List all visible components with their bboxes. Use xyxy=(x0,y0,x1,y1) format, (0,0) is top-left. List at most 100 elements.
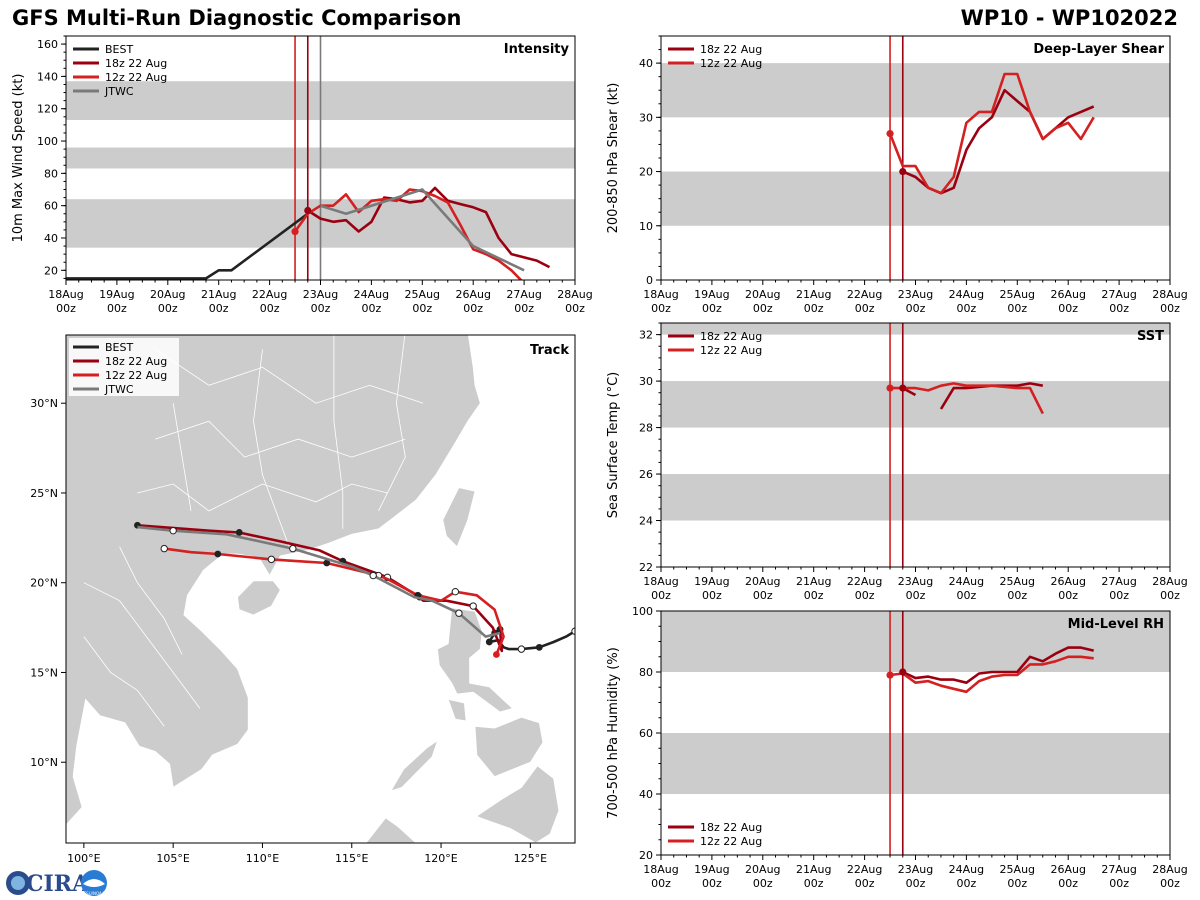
province-border xyxy=(155,420,406,458)
track-title: Track xyxy=(530,343,569,358)
rh-init-marker-run18 xyxy=(899,668,907,676)
intensity-legend-label-run18: 18z 22 Aug xyxy=(105,57,167,70)
sst-ytick-label: 28 xyxy=(639,422,653,435)
sst-xtick-sublabel: 00z xyxy=(651,589,671,602)
track-legend-label-best: BEST xyxy=(105,341,133,354)
mindoro-island xyxy=(447,698,467,722)
shear-band xyxy=(661,171,1170,226)
taiwan-island xyxy=(442,487,476,548)
rh-xtick-sublabel: 00z xyxy=(906,877,926,890)
shear-xtick-sublabel: 00z xyxy=(804,302,824,315)
rh-series-run18 xyxy=(902,646,1094,685)
shear-xtick-label: 21Aug xyxy=(796,288,831,301)
shear-plot-area xyxy=(661,36,1170,280)
cira-globe-core-icon xyxy=(11,876,25,890)
sst-title: SST xyxy=(1137,329,1164,344)
intensity-xtick-sublabel: 00z xyxy=(362,302,382,315)
sst-xtick-sublabel: 00z xyxy=(906,589,926,602)
intensity-xtick-label: 26Aug xyxy=(455,288,490,301)
province-border xyxy=(333,335,344,529)
sst-frame xyxy=(660,322,1171,568)
intensity-xtick-label: 20Aug xyxy=(150,288,185,301)
hainan-island xyxy=(237,580,281,616)
shear-xtick-label: 23Aug xyxy=(898,288,933,301)
rh-init-marker-run12 xyxy=(886,671,894,679)
mindanao-island xyxy=(476,765,560,843)
shear-xtick-sublabel: 00z xyxy=(1058,302,1078,315)
intensity-ytick-label: 140 xyxy=(37,70,58,83)
rh-xtick-label: 27Aug xyxy=(1101,863,1136,876)
intensity-xtick-sublabel: 00z xyxy=(260,302,280,315)
province-border xyxy=(172,403,192,511)
shear-xtick-sublabel: 00z xyxy=(855,302,875,315)
track-lon-label: 125°E xyxy=(514,852,547,865)
track-point-open-best xyxy=(517,645,526,653)
track-lat-label: 10°N xyxy=(30,756,58,769)
intensity-xtick-label: 24Aug xyxy=(354,288,389,301)
shear-xtick-label: 27Aug xyxy=(1101,288,1136,301)
track-point-open-run12 xyxy=(267,555,276,564)
sst-xtick-sublabel: 00z xyxy=(957,589,977,602)
province-border xyxy=(83,636,165,727)
sst-xtick-sublabel: 00z xyxy=(855,589,875,602)
cira-logo: CIRA CSU/NOAA xyxy=(6,870,107,897)
sst-band xyxy=(661,474,1170,521)
track-point-run18 xyxy=(235,529,243,536)
shear-xtick-sublabel: 00z xyxy=(702,302,722,315)
intensity-xtick-sublabel: 00z xyxy=(514,302,534,315)
intensity-init-marker-run12 xyxy=(291,227,299,236)
intensity-legend-label-best: BEST xyxy=(105,43,133,56)
track-lon-label: 120°E xyxy=(424,852,457,865)
shear-xtick-label: 28Aug xyxy=(1152,288,1187,301)
sst-xtick-label: 28Aug xyxy=(1152,575,1187,588)
track-point-open-jtwc xyxy=(455,609,463,617)
rh-xtick-sublabel: 00z xyxy=(702,877,722,890)
rh-xtick-label: 22Aug xyxy=(847,863,882,876)
rh-title: Mid-Level RH xyxy=(1068,617,1164,632)
palawan-island xyxy=(390,739,439,792)
intensity-title: Intensity xyxy=(504,42,570,57)
intensity-xtick-label: 21Aug xyxy=(201,288,236,301)
shear-init-marker-run12 xyxy=(886,130,894,138)
intensity-ytick-label: 100 xyxy=(37,135,58,148)
sst-ytick-label: 30 xyxy=(639,375,653,388)
sst-xtick-sublabel: 00z xyxy=(1058,589,1078,602)
shear-ytick-label: 0 xyxy=(646,274,653,287)
sst-xtick-label: 20Aug xyxy=(745,575,780,588)
intensity-ytick-label: 80 xyxy=(44,167,58,180)
intensity-plot-area xyxy=(66,36,575,280)
rh-band xyxy=(661,611,1170,672)
track-lat-label: 15°N xyxy=(30,666,58,679)
shear-ylabel: 200-850 hPa Shear (kt) xyxy=(606,83,621,234)
sst-xtick-sublabel: 00z xyxy=(753,589,773,602)
track-lon-label: 115°E xyxy=(335,852,368,865)
track-lat-label: 30°N xyxy=(30,397,58,410)
sst-ytick-label: 24 xyxy=(639,515,653,528)
intensity-xtick-sublabel: 00z xyxy=(56,302,76,315)
sst-init-marker-run18 xyxy=(899,384,907,392)
track-lat-label: 20°N xyxy=(30,577,58,590)
rh-xtick-label: 26Aug xyxy=(1050,863,1085,876)
sst-xtick-sublabel: 00z xyxy=(804,589,824,602)
track-point-run12 xyxy=(323,559,331,567)
track-panel: 100°E 105°E 110°E 115°E 120°E 125°E 10°N 15°N 20… xyxy=(30,334,576,865)
intensity-xtick-label: 19Aug xyxy=(99,288,134,301)
shear-init-marker-run18 xyxy=(899,167,907,176)
rh-ytick-label: 20 xyxy=(639,849,653,862)
intensity-init-marker-run18 xyxy=(304,206,312,215)
noaa-emblem-text: CSU/NOAA xyxy=(83,891,105,896)
intensity-xtick-sublabel: 00z xyxy=(565,302,585,315)
sst-xtick-sublabel: 00z xyxy=(702,589,722,602)
intensity-legend-label-run12: 12z 22 Aug xyxy=(105,71,167,84)
sst-legend-label-run12: 12z 22 Aug xyxy=(700,344,762,357)
intensity-xtick-sublabel: 00z xyxy=(412,302,432,315)
shear-xtick-label: 20Aug xyxy=(745,288,780,301)
rh-xtick-label: 24Aug xyxy=(949,863,984,876)
sst-xtick-sublabel: 00z xyxy=(1007,589,1027,602)
intensity-xtick-sublabel: 00z xyxy=(158,302,178,315)
intensity-xtick-label: 18Aug xyxy=(48,288,83,301)
track-legend-label-run12: 12z 22 Aug xyxy=(105,369,167,382)
intensity-xtick-label: 22Aug xyxy=(252,288,287,301)
rh-xtick-sublabel: 00z xyxy=(1007,877,1027,890)
sst-ytick-label: 32 xyxy=(639,329,653,342)
